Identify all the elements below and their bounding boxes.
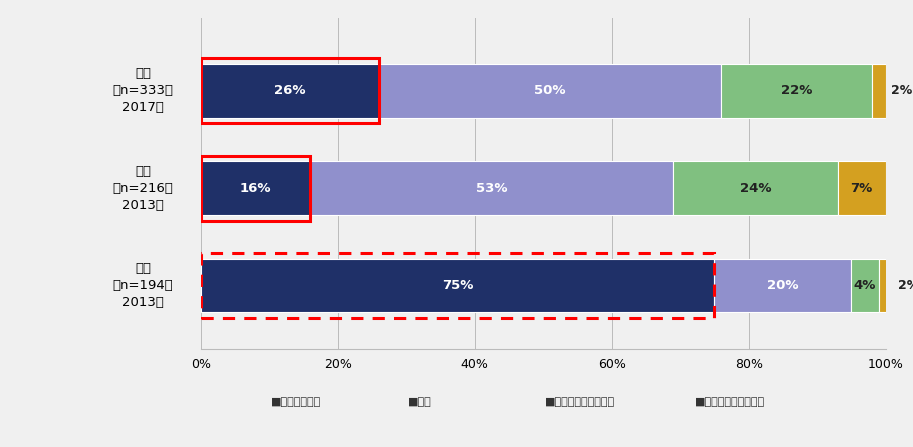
Bar <box>872 64 886 118</box>
Bar <box>851 259 878 312</box>
Bar <box>201 259 714 312</box>
FancyBboxPatch shape <box>62 144 91 170</box>
Bar <box>256 398 268 405</box>
Text: ■あまり重要ではない: ■あまり重要ではない <box>696 396 765 407</box>
Text: 16%: 16% <box>240 181 271 194</box>
Text: ■きわめて重要: ■きわめて重要 <box>270 396 321 407</box>
Bar <box>530 398 542 405</box>
Bar <box>201 161 310 215</box>
Text: 50%: 50% <box>534 84 566 97</box>
Text: 日本
（n=333）
2017年: 日本 （n=333） 2017年 <box>112 67 173 114</box>
Bar <box>393 398 404 405</box>
Bar <box>201 58 379 123</box>
Bar <box>838 161 886 215</box>
Bar <box>878 259 893 312</box>
Text: 米国
（n=194）
2013年: 米国 （n=194） 2013年 <box>112 262 173 309</box>
Circle shape <box>77 51 79 68</box>
Bar <box>379 64 721 118</box>
Bar <box>721 64 872 118</box>
Bar <box>714 259 851 312</box>
Text: 24%: 24% <box>740 181 771 194</box>
Bar <box>680 398 692 405</box>
Bar <box>673 161 838 215</box>
FancyBboxPatch shape <box>62 242 75 254</box>
Text: 20%: 20% <box>767 279 799 292</box>
Text: 2%: 2% <box>891 84 912 97</box>
Bar <box>201 156 310 221</box>
Text: 22%: 22% <box>781 84 813 97</box>
Circle shape <box>77 148 79 166</box>
Bar <box>201 64 379 118</box>
Bar <box>310 161 673 215</box>
Text: 53%: 53% <box>476 181 508 194</box>
Text: 26%: 26% <box>274 84 306 97</box>
Text: 75%: 75% <box>442 279 473 292</box>
Text: ■重要: ■重要 <box>407 396 432 407</box>
FancyBboxPatch shape <box>62 47 91 72</box>
Bar <box>201 253 714 318</box>
FancyBboxPatch shape <box>62 242 91 267</box>
Text: 7%: 7% <box>851 181 873 194</box>
Text: ■どちらとも言えない: ■どちらとも言えない <box>544 396 614 407</box>
Text: 4%: 4% <box>854 279 876 292</box>
Text: 日本
（n=216）
2013年: 日本 （n=216） 2013年 <box>112 164 173 211</box>
Text: 2%: 2% <box>897 279 913 292</box>
